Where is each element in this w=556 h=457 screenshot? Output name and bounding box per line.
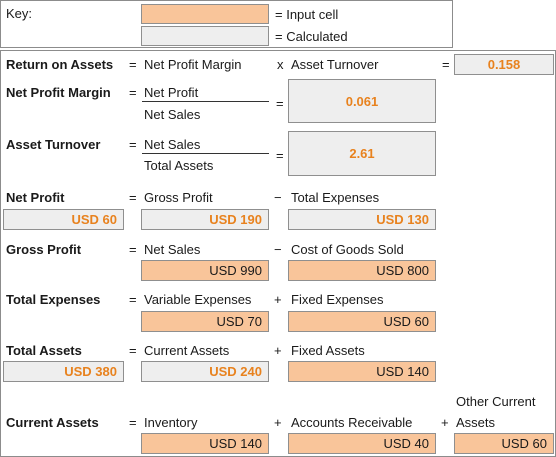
roa-value: 0.158 — [487, 57, 521, 72]
np-term-te: Total Expenses — [291, 190, 380, 205]
at-value: 2.61 — [349, 146, 375, 161]
gp-ns-cell[interactable]: USD 990 — [141, 260, 269, 281]
te-term-fe: Fixed Expenses — [291, 292, 384, 307]
roa-label: Return on Assets — [6, 57, 114, 72]
at-equals: = — [129, 137, 137, 152]
ta-fa-cell[interactable]: USD 140 — [288, 361, 436, 382]
ta-ca-value: USD 240 — [209, 364, 262, 379]
ca-plus-2: + — [441, 415, 449, 430]
gp-term-cogs: Cost of Goods Sold — [291, 242, 404, 257]
gp-label: Gross Profit — [6, 242, 82, 257]
np-gp-value: USD 190 — [209, 212, 262, 227]
at-numerator: Net Sales — [144, 137, 201, 152]
ta-term-fa: Fixed Assets — [291, 343, 365, 358]
ta-term-ca: Current Assets — [144, 343, 230, 358]
np-te-cell: USD 130 — [288, 209, 436, 230]
ta-fa-value: USD 140 — [376, 364, 429, 379]
te-term-ve: Variable Expenses — [144, 292, 252, 307]
ta-ca-cell: USD 240 — [141, 361, 269, 382]
te-ve-cell[interactable]: USD 70 — [141, 311, 269, 332]
ca-inv-cell[interactable]: USD 140 — [141, 433, 269, 454]
npm-equals: = — [129, 85, 137, 100]
npm-equals-2: = — [276, 96, 284, 111]
roa-value-cell: 0.158 — [454, 54, 554, 75]
ca-oca-value: USD 60 — [501, 436, 547, 451]
roa-term-at: Asset Turnover — [291, 57, 379, 72]
roa-term-npm: Net Profit Margin — [144, 57, 242, 72]
te-label: Total Expenses — [6, 292, 101, 307]
np-equals: = — [129, 190, 137, 205]
ca-term-oca-line1: Other Current — [456, 394, 536, 409]
ta-plus: + — [274, 343, 282, 358]
npm-value-cell: 0.061 — [288, 79, 436, 123]
np-gp-cell: USD 190 — [141, 209, 269, 230]
roa-equals-2: = — [442, 57, 450, 72]
gp-term-ns: Net Sales — [144, 242, 201, 257]
ta-value: USD 380 — [64, 364, 117, 379]
np-te-value: USD 130 — [376, 212, 429, 227]
key-frame — [0, 0, 453, 48]
ca-term-ar: Accounts Receivable — [291, 415, 413, 430]
te-equals: = — [129, 292, 137, 307]
at-equals-2: = — [276, 148, 284, 163]
ca-ar-cell[interactable]: USD 40 — [288, 433, 436, 454]
npm-fraction-bar — [142, 101, 269, 102]
np-value: USD 60 — [71, 212, 117, 227]
ca-inv-value: USD 140 — [209, 436, 262, 451]
gp-ns-value: USD 990 — [209, 263, 262, 278]
npm-label: Net Profit Margin — [6, 85, 111, 100]
at-fraction-bar — [142, 153, 269, 154]
gp-minus: − — [274, 242, 282, 257]
ca-label: Current Assets — [6, 415, 99, 430]
ca-equals: = — [129, 415, 137, 430]
at-label: Asset Turnover — [6, 137, 101, 152]
gp-cogs-cell[interactable]: USD 800 — [288, 260, 436, 281]
te-ve-value: USD 70 — [216, 314, 262, 329]
te-fe-value: USD 60 — [383, 314, 429, 329]
npm-denominator: Net Sales — [144, 107, 201, 122]
np-minus: − — [274, 190, 282, 205]
te-fe-cell[interactable]: USD 60 — [288, 311, 436, 332]
npm-value: 0.061 — [345, 93, 379, 109]
roa-equals: = — [129, 57, 137, 72]
ca-term-oca-line2: Assets — [456, 415, 496, 430]
te-plus: + — [274, 292, 282, 307]
roa-multiply: x — [277, 57, 284, 72]
gp-equals: = — [129, 242, 137, 257]
key-label: Key: — [6, 6, 33, 21]
ta-label: Total Assets — [6, 343, 82, 358]
np-label: Net Profit — [6, 190, 65, 205]
ta-value-cell: USD 380 — [3, 361, 124, 382]
at-value-cell: 2.61 — [288, 131, 436, 176]
key-input-swatch — [141, 4, 269, 24]
key-calculated-swatch — [141, 26, 269, 46]
npm-numerator: Net Profit — [144, 85, 199, 100]
np-term-gp: Gross Profit — [144, 190, 213, 205]
ca-plus-1: + — [274, 415, 282, 430]
key-input-text: = Input cell — [275, 7, 339, 22]
ca-oca-cell[interactable]: USD 60 — [454, 433, 554, 454]
gp-cogs-value: USD 800 — [376, 263, 429, 278]
ta-equals: = — [129, 343, 137, 358]
np-value-cell: USD 60 — [3, 209, 124, 230]
key-calculated-text: = Calculated — [275, 29, 348, 44]
ca-term-inv: Inventory — [144, 415, 198, 430]
ca-ar-value: USD 40 — [383, 436, 429, 451]
at-denominator: Total Assets — [144, 158, 214, 173]
